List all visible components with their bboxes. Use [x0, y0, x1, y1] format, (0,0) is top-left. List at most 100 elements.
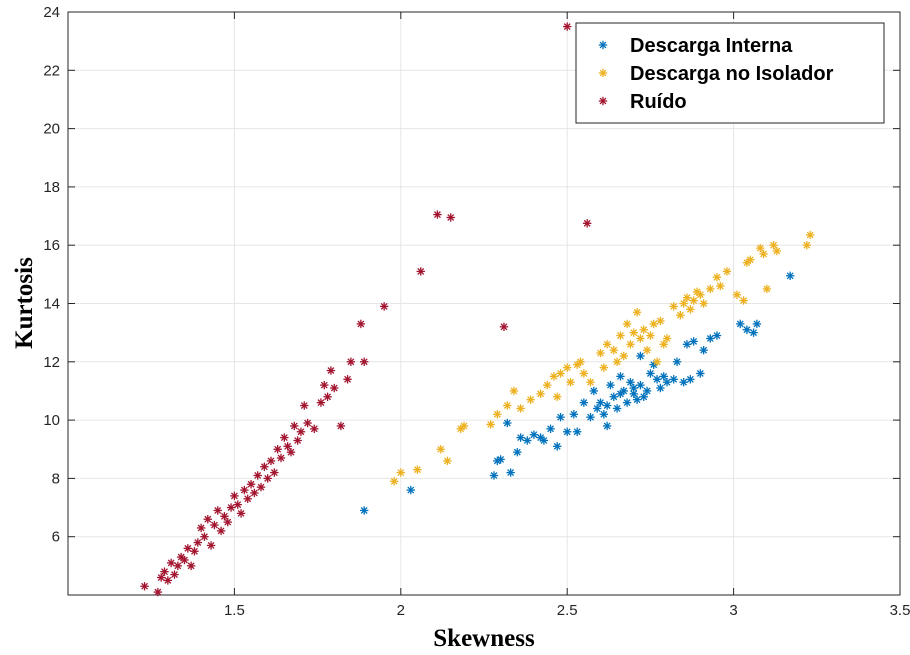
- legend: Descarga Interna Descarga no Isolador Ruíd…: [575, 22, 885, 124]
- data-point: [706, 334, 715, 343]
- x-tick-label: 1.5: [224, 602, 245, 619]
- data-point: [649, 319, 658, 329]
- data-point: [243, 494, 252, 504]
- data-point: [210, 520, 219, 530]
- data-point: [659, 340, 668, 349]
- y-tick-label: 22: [43, 62, 60, 79]
- data-point: [166, 558, 176, 568]
- y-tick-label: 16: [43, 237, 60, 254]
- data-point: [785, 271, 795, 281]
- legend-entry-label: Ruído: [630, 91, 687, 113]
- y-tick-label: 6: [52, 529, 60, 546]
- data-point: [629, 328, 638, 337]
- data-point: [572, 427, 582, 436]
- data-point: [543, 380, 552, 390]
- data-point: [596, 398, 605, 407]
- y-axis-label: Kurtosis: [11, 257, 38, 349]
- data-point: [433, 210, 442, 219]
- data-point: [732, 290, 742, 299]
- data-point: [503, 418, 512, 428]
- data-point: [609, 392, 618, 401]
- data-point: [180, 555, 189, 565]
- data-point: [602, 340, 612, 349]
- data-point: [416, 267, 425, 276]
- data-point: [436, 445, 445, 454]
- data-point: [549, 372, 559, 381]
- data-point: [140, 582, 149, 591]
- data-point: [186, 561, 196, 571]
- data-point: [396, 468, 405, 477]
- data-point: [805, 230, 815, 240]
- legend-box: [575, 22, 885, 124]
- data-point: [679, 299, 688, 308]
- y-tick-label: 12: [43, 354, 60, 371]
- data-point: [223, 517, 232, 527]
- data-point: [553, 442, 562, 451]
- series-1: [359, 271, 795, 515]
- data-point: [563, 22, 572, 31]
- data-point: [659, 372, 668, 381]
- data-point: [230, 491, 239, 501]
- data-point: [556, 369, 565, 378]
- legend-marker: [598, 40, 608, 50]
- legend-entry-label: Descarga Interna: [630, 35, 793, 57]
- data-point: [343, 375, 352, 384]
- data-point: [579, 398, 589, 407]
- data-point: [579, 369, 589, 378]
- data-point: [689, 337, 698, 346]
- data-point: [213, 506, 222, 515]
- data-point: [216, 526, 226, 536]
- data-point: [626, 340, 635, 349]
- data-point: [756, 243, 765, 253]
- data-point: [586, 412, 595, 422]
- y-tick-label: 24: [43, 4, 60, 21]
- data-point: [156, 573, 166, 582]
- data-point: [599, 363, 609, 372]
- series-2: [389, 230, 815, 486]
- data-point: [563, 427, 572, 436]
- data-point: [316, 398, 326, 407]
- data-point: [260, 462, 269, 471]
- data-point: [459, 421, 469, 431]
- data-point: [716, 281, 725, 291]
- data-point: [606, 380, 615, 390]
- data-point: [413, 465, 422, 474]
- data-point: [193, 538, 202, 547]
- data-point: [632, 308, 642, 317]
- data-point: [642, 386, 652, 396]
- data-point: [516, 433, 525, 442]
- data-point: [200, 532, 209, 541]
- data-point: [359, 506, 369, 515]
- data-point: [596, 348, 605, 358]
- data-point: [576, 357, 585, 366]
- data-point: [639, 325, 648, 334]
- data-point: [699, 345, 708, 355]
- data-point: [736, 319, 745, 329]
- data-point: [283, 442, 292, 451]
- data-point: [802, 241, 812, 250]
- data-point: [253, 471, 262, 480]
- data-point: [679, 378, 688, 387]
- data-point: [250, 488, 259, 498]
- data-point: [639, 392, 648, 401]
- x-tick-label: 2.5: [557, 602, 578, 619]
- data-point: [669, 375, 678, 384]
- data-point: [389, 477, 399, 486]
- data-point: [346, 357, 356, 366]
- data-point: [566, 378, 575, 387]
- data-point: [266, 456, 276, 466]
- data-point: [173, 561, 183, 571]
- data-point: [602, 421, 612, 431]
- data-point: [246, 480, 256, 489]
- data-point: [263, 474, 272, 483]
- data-point: [499, 322, 509, 332]
- data-point: [656, 316, 665, 326]
- data-point: [762, 284, 772, 294]
- data-point: [612, 404, 622, 413]
- data-point: [310, 424, 319, 434]
- data-point: [290, 421, 299, 431]
- data-point: [356, 319, 366, 329]
- data-point: [599, 410, 609, 419]
- x-axis-ticks: 1.5 2 2.5 3 3.5: [224, 12, 910, 619]
